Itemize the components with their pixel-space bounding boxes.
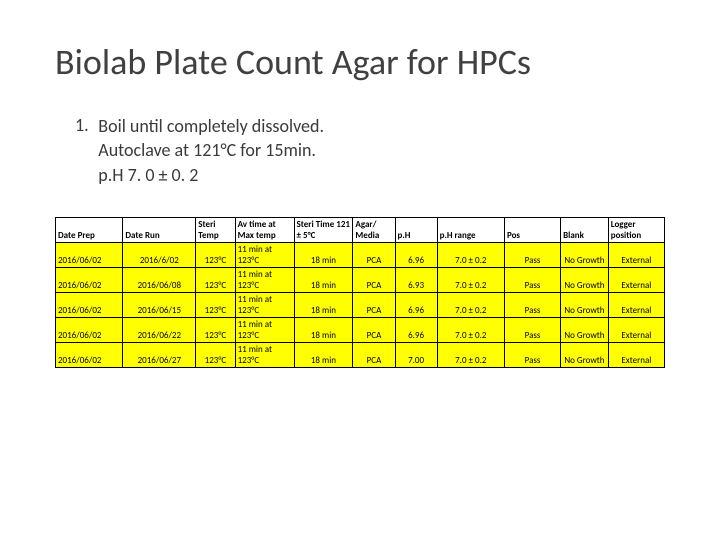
cell-run: 2016/06/27 [123, 342, 196, 367]
cell-logger: External [608, 292, 664, 317]
cell-blank: No Growth [561, 342, 609, 367]
slide-title: Biolab Plate Count Agar for HPCs [55, 40, 665, 84]
cell-agar: PCA [353, 342, 395, 367]
cell-ph: 6.96 [395, 292, 437, 317]
instruction-block: 1. Boil until completely dissolved. Auto… [75, 114, 665, 187]
cell-blank: No Growth [561, 242, 609, 267]
cell-avtime: 11 min at 123°C [235, 292, 294, 317]
cell-ph: 6.93 [395, 267, 437, 292]
cell-steri: 18 min [294, 292, 353, 317]
cell-range: 7.0 ± 0.2 [437, 242, 504, 267]
cell-blank: No Growth [561, 292, 609, 317]
instruction-text: Boil until completely dissolved. Autocla… [98, 114, 324, 187]
instruction-line-3: p.H 7. 0 ± 0. 2 [98, 164, 198, 186]
cell-temp: 123°C [196, 317, 235, 342]
cell-temp: 123°C [196, 267, 235, 292]
cell-logger: External [608, 342, 664, 367]
cell-pos: Pass [504, 242, 560, 267]
header-av-time: Av time at Max temp [235, 217, 294, 242]
cell-agar: PCA [353, 317, 395, 342]
cell-avtime: 11 min at 123°C [235, 317, 294, 342]
cell-temp: 123°C [196, 242, 235, 267]
table-row: 2016/06/022016/06/15123°C11 min at 123°C… [56, 292, 665, 317]
cell-range: 7.0 ± 0.2 [437, 292, 504, 317]
cell-blank: No Growth [561, 267, 609, 292]
header-date-run: Date Run [123, 217, 196, 242]
cell-prep: 2016/06/02 [56, 342, 123, 367]
table-header-row: Date Prep Date Run Steri Temp Av time at… [56, 217, 665, 242]
instruction-number: 1. [75, 114, 89, 136]
cell-ph: 7.00 [395, 342, 437, 367]
header-logger: Logger position [608, 217, 664, 242]
cell-avtime: 11 min at 123°C [235, 267, 294, 292]
cell-prep: 2016/06/02 [56, 267, 123, 292]
header-ph: p.H [395, 217, 437, 242]
instruction-line-2: Autoclave at 121°C for 15min. [98, 139, 316, 161]
header-agar: Agar/ Media [353, 217, 395, 242]
cell-run: 2016/6/02 [123, 242, 196, 267]
cell-logger: External [608, 267, 664, 292]
data-table: Date Prep Date Run Steri Temp Av time at… [55, 217, 665, 368]
cell-prep: 2016/06/02 [56, 242, 123, 267]
header-blank: Blank [561, 217, 609, 242]
table-row: 2016/06/022016/6/02123°C11 min at 123°C1… [56, 242, 665, 267]
cell-agar: PCA [353, 292, 395, 317]
cell-run: 2016/06/08 [123, 267, 196, 292]
cell-agar: PCA [353, 242, 395, 267]
cell-steri: 18 min [294, 342, 353, 367]
cell-prep: 2016/06/02 [56, 317, 123, 342]
cell-ph: 6.96 [395, 317, 437, 342]
cell-run: 2016/06/22 [123, 317, 196, 342]
cell-prep: 2016/06/02 [56, 292, 123, 317]
cell-logger: External [608, 317, 664, 342]
cell-steri: 18 min [294, 267, 353, 292]
header-pos: Pos [504, 217, 560, 242]
cell-steri: 18 min [294, 317, 353, 342]
cell-steri: 18 min [294, 242, 353, 267]
cell-pos: Pass [504, 317, 560, 342]
cell-pos: Pass [504, 292, 560, 317]
cell-pos: Pass [504, 267, 560, 292]
table-row: 2016/06/022016/06/08123°C11 min at 123°C… [56, 267, 665, 292]
cell-ph: 6.96 [395, 242, 437, 267]
cell-avtime: 11 min at 123°C [235, 342, 294, 367]
instruction-line-1: Boil until completely dissolved. [98, 115, 324, 137]
cell-logger: External [608, 242, 664, 267]
header-steri-time: Steri Time 121 ± 5°C [294, 217, 353, 242]
cell-range: 7.0 ± 0.2 [437, 267, 504, 292]
header-steri-temp: Steri Temp [196, 217, 235, 242]
cell-temp: 123°C [196, 292, 235, 317]
table-row: 2016/06/022016/06/22123°C11 min at 123°C… [56, 317, 665, 342]
cell-run: 2016/06/15 [123, 292, 196, 317]
header-date-prep: Date Prep [56, 217, 123, 242]
table-row: 2016/06/022016/06/27123°C11 min at 123°C… [56, 342, 665, 367]
cell-agar: PCA [353, 267, 395, 292]
cell-temp: 123°C [196, 342, 235, 367]
header-ph-range: p.H range [437, 217, 504, 242]
cell-range: 7.0 ± 0.2 [437, 317, 504, 342]
cell-blank: No Growth [561, 317, 609, 342]
cell-pos: Pass [504, 342, 560, 367]
cell-range: 7.0 ± 0.2 [437, 342, 504, 367]
cell-avtime: 11 min at 123°C [235, 242, 294, 267]
